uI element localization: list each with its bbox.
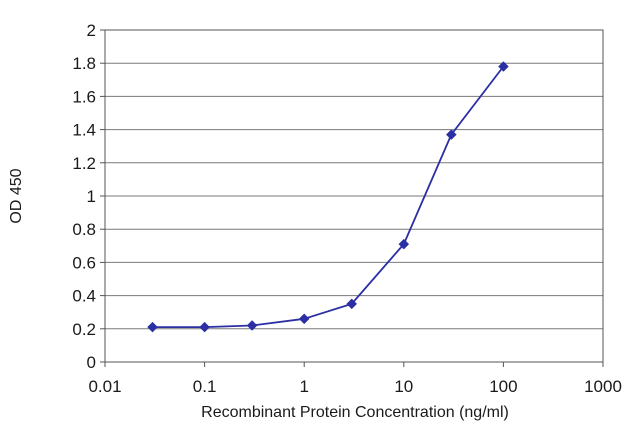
y-tick-label: 1.6	[72, 87, 96, 106]
x-axis: 0.01 0.1 1 10 100 1000	[88, 362, 622, 396]
series-line	[152, 65, 505, 329]
x-tick-label: 0.1	[193, 377, 217, 396]
x-tick-label: 0.01	[88, 377, 121, 396]
data-point	[147, 321, 158, 333]
y-tick-label: 2	[87, 21, 96, 40]
x-tick-label: 100	[489, 377, 517, 396]
y-tick-label: 0.8	[72, 220, 96, 239]
data-point	[346, 298, 358, 310]
y-tick-label: 1.4	[72, 121, 96, 140]
x-axis-title: Recombinant Protein Concentration (ng/ml…	[201, 404, 509, 421]
y-tick-label: 1.2	[72, 154, 96, 173]
data-point	[246, 320, 258, 331]
x-tick-label: 1000	[584, 377, 622, 396]
series-layer	[147, 61, 509, 333]
data-point	[398, 238, 410, 250]
x-tick-label: 1	[299, 377, 308, 396]
y-tick-label: 0.4	[72, 287, 96, 306]
y-tick-label: 0.2	[72, 320, 96, 339]
y-axis: 0 0.2 0.4 0.6 0.8 1 1.2 1.4 1.6 1.8 2	[72, 21, 105, 372]
y-tick-label: 1.8	[72, 54, 96, 73]
plot-area	[104, 29, 604, 363]
y-tick-label: 0.6	[72, 253, 96, 272]
data-point	[445, 129, 457, 140]
y-tick-label: 1	[87, 187, 96, 206]
data-point	[199, 321, 210, 333]
x-tick-label: 10	[394, 377, 413, 396]
data-point	[498, 61, 509, 72]
y-axis-title: OD 450	[8, 168, 25, 223]
y-tick-label: 0	[87, 353, 96, 372]
data-point	[298, 313, 310, 325]
